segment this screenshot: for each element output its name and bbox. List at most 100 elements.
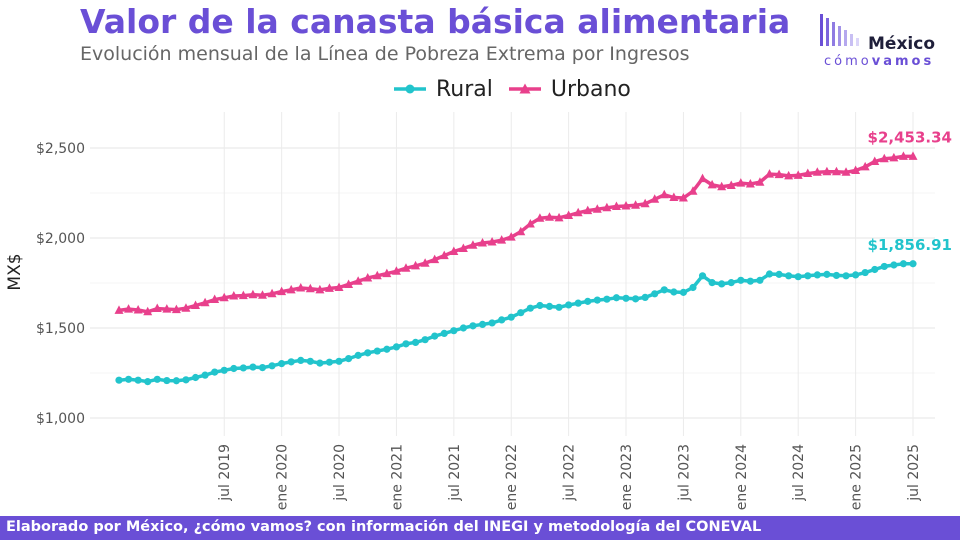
data-point-rural: [354, 351, 362, 359]
logo-name: México: [868, 34, 935, 54]
data-point-rural: [651, 290, 659, 298]
data-point-rural: [775, 270, 783, 278]
data-point-urbano: [544, 212, 554, 221]
series-line-rural: [118, 262, 913, 384]
data-point-urbano: [506, 232, 516, 241]
data-point-urbano: [812, 167, 822, 176]
data-point-rural: [679, 288, 688, 296]
data-point-rural: [555, 303, 563, 311]
data-point-urbano: [420, 258, 430, 267]
data-point-urbano: [439, 250, 449, 260]
legend-label-rural: Rural: [436, 76, 493, 102]
y-tick-label: $2,500: [36, 141, 85, 157]
data-point-urbano: [879, 153, 889, 163]
data-point-rural: [765, 270, 774, 278]
legend-urbano-swatch-icon: [508, 83, 541, 94]
y-axis-label: MX$: [5, 253, 25, 290]
data-point-rural: [287, 358, 295, 366]
data-point-rural: [603, 295, 611, 303]
x-tick-label: jul 2022: [562, 444, 578, 502]
data-point-rural: [622, 294, 630, 302]
x-tick-label: jul 2021: [447, 444, 463, 502]
data-point-rural: [258, 364, 267, 372]
data-point-rural: [880, 262, 888, 271]
data-point-rural: [641, 293, 649, 301]
data-point-urbano: [248, 289, 258, 299]
data-point-rural: [172, 377, 180, 385]
data-point-rural: [325, 358, 334, 366]
data-point-rural: [478, 320, 487, 328]
data-point-rural: [239, 364, 247, 372]
data-point-rural: [890, 261, 898, 269]
data-point-urbano: [296, 283, 306, 292]
logo-tagline-part2: vamos: [871, 54, 935, 69]
data-point-rural: [124, 375, 133, 383]
data-point-urbano: [841, 167, 851, 176]
data-point-rural: [813, 271, 821, 279]
data-point-urbano: [497, 235, 507, 244]
data-point-rural: [899, 260, 908, 268]
brand-logo: México cómovamos: [818, 8, 948, 69]
data-point-urbano: [315, 284, 325, 294]
data-point-rural: [832, 271, 841, 280]
data-point-urbano: [449, 246, 459, 255]
footer-credit: Elaborado por México, ¿cómo vamos? con i…: [6, 519, 762, 535]
data-point-urbano: [219, 292, 229, 302]
x-tick-label: jul 2020: [332, 444, 348, 502]
x-tick-label: ene 2021: [389, 444, 405, 510]
data-point-urbano: [181, 303, 191, 312]
data-point-rural: [230, 364, 238, 373]
data-point-urbano: [611, 201, 621, 210]
legend-label-urbano: Urbano: [550, 76, 631, 102]
data-point-urbano: [238, 290, 248, 300]
data-point-urbano: [363, 272, 373, 282]
data-point-urbano: [353, 276, 363, 285]
data-point-rural: [344, 355, 353, 363]
data-point-urbano: [344, 279, 354, 288]
data-point-rural: [220, 366, 228, 374]
data-point-urbano: [229, 290, 239, 300]
series-line-urbano: [118, 154, 913, 314]
data-point-urbano: [200, 297, 210, 307]
data-point-urbano: [898, 151, 908, 160]
data-point-urbano: [478, 238, 488, 247]
data-point-rural: [211, 368, 219, 376]
data-point-urbano: [535, 213, 545, 222]
data-point-urbano: [516, 226, 526, 236]
data-point-urbano: [851, 165, 861, 174]
data-point-rural: [201, 371, 209, 379]
data-point-rural: [631, 295, 640, 303]
data-point-urbano: [458, 243, 468, 252]
data-point-urbano: [391, 266, 401, 275]
data-point-rural: [804, 272, 812, 280]
data-point-rural: [268, 362, 276, 370]
data-point-urbano: [774, 169, 784, 179]
data-point-rural: [689, 283, 697, 292]
data-point-urbano: [564, 210, 574, 219]
x-tick-label: ene 2022: [504, 444, 520, 510]
data-point-urbano: [525, 218, 535, 228]
data-point-urbano: [171, 304, 181, 314]
data-point-rural: [153, 375, 161, 383]
data-point-urbano: [401, 263, 411, 272]
data-point-urbano: [698, 173, 708, 183]
data-point-urbano: [573, 207, 583, 217]
data-point-rural: [660, 286, 668, 294]
x-tick-label: jul 2023: [676, 444, 692, 502]
data-point-rural: [459, 324, 467, 332]
x-tick-label: ene 2024: [734, 444, 750, 510]
data-point-rural: [746, 277, 754, 285]
data-point-urbano: [640, 198, 650, 208]
data-point-urbano: [755, 177, 765, 186]
data-point-rural: [191, 373, 200, 382]
data-point-urbano: [659, 189, 669, 199]
data-point-urbano: [621, 200, 631, 210]
data-point-rural: [593, 296, 601, 304]
data-point-rural: [507, 313, 515, 321]
data-point-urbano: [430, 254, 440, 264]
data-point-rural: [823, 270, 831, 278]
data-point-urbano: [133, 305, 143, 314]
data-point-urbano: [726, 180, 736, 189]
data-point-rural: [517, 309, 525, 317]
data-point-rural: [431, 332, 439, 340]
